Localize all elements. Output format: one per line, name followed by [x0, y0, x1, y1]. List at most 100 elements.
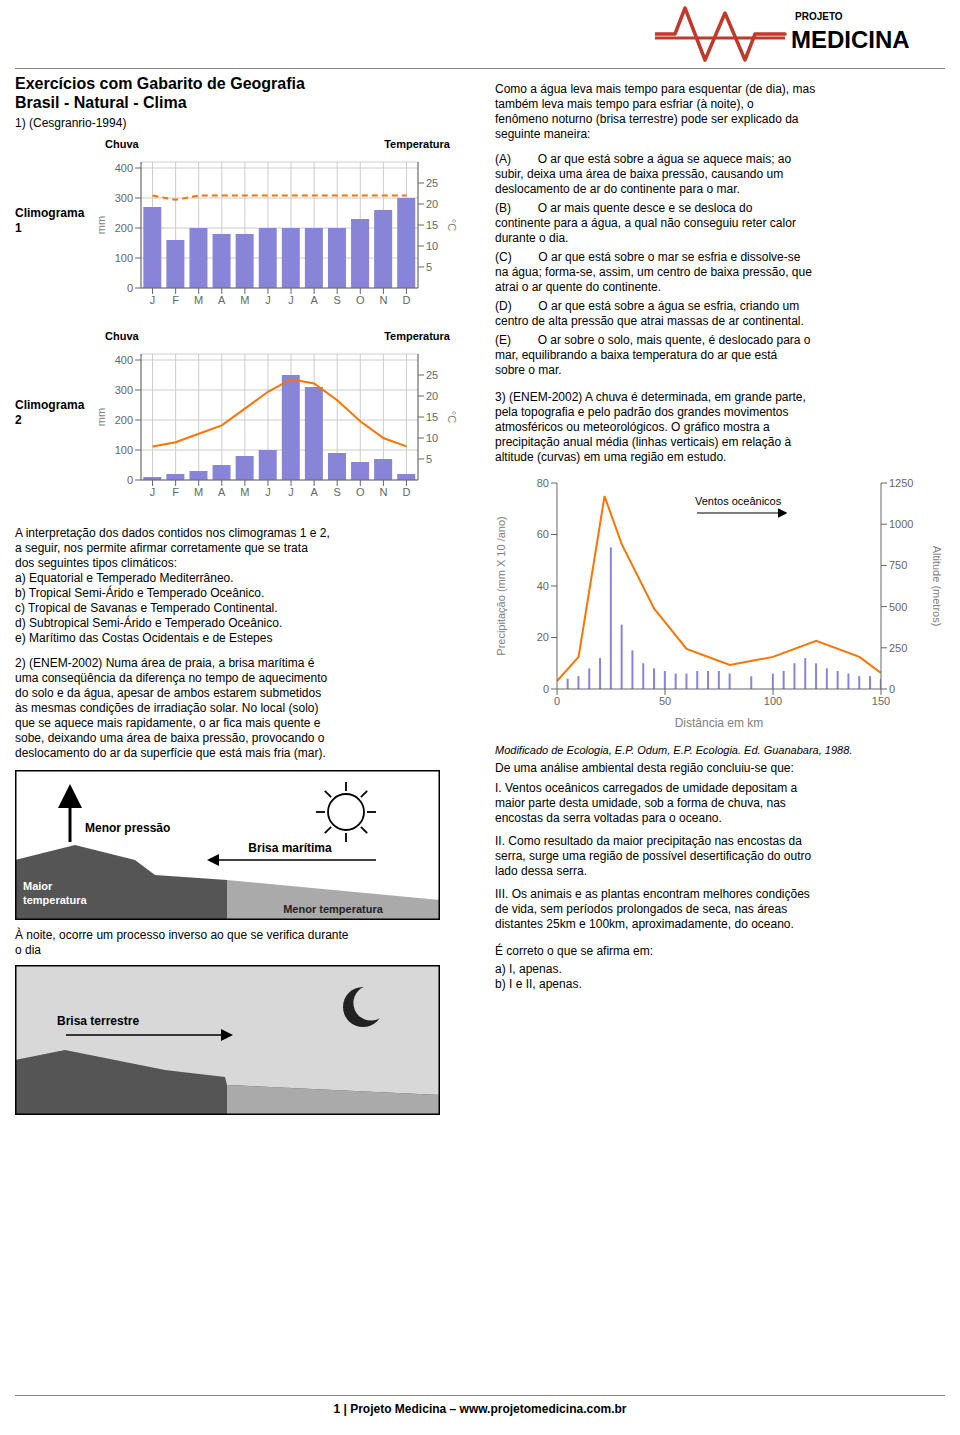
- svg-text:N: N: [379, 486, 387, 498]
- svg-text:100: 100: [115, 444, 133, 456]
- html-text:b) Tropical Semi-Árido e Tempe: b) Tropical Semi-Árido e Temperado Oceân…: [15, 586, 265, 600]
- html-text:o dia: o dia: [15, 943, 41, 957]
- svg-text:0: 0: [127, 282, 133, 294]
- svg-text:Precipitação (mm X 10 /ano): Precipitação (mm X 10 /ano): [495, 516, 507, 655]
- html-text:Brasil - Natural - Clima: Brasil - Natural - Clima: [15, 94, 187, 111]
- html-text:sobe, deixando uma área de bai: sobe, deixando uma área de baixa pressão…: [15, 731, 325, 745]
- html-text:(A) O ar que está sobre a água: (A) O ar que está sobre a água se aquece…: [495, 152, 792, 166]
- svg-text:15: 15: [426, 219, 438, 231]
- svg-text:20: 20: [537, 631, 549, 643]
- svg-text:J: J: [288, 486, 294, 498]
- html-text:deslocamento do ar da superfíc: deslocamento do ar da superfície que est…: [15, 746, 326, 760]
- html-text:Climograma: Climograma: [15, 206, 85, 220]
- svg-text:D: D: [402, 294, 410, 306]
- svg-text:M: M: [194, 486, 203, 498]
- svg-text:S: S: [334, 486, 341, 498]
- svg-text:Altitude (metros): Altitude (metros): [931, 546, 943, 627]
- svg-text:A: A: [310, 486, 318, 498]
- html-text:A interpretação dos dados cont: A interpretação dos dados contidos nos c…: [15, 526, 330, 540]
- html-text:fenômeno noturno (brisa terres: fenômeno noturno (brisa terrestre) pode …: [495, 112, 799, 126]
- svg-text:O: O: [356, 294, 365, 306]
- svg-text:60: 60: [537, 528, 549, 540]
- svg-text:A: A: [218, 486, 226, 498]
- svg-text:M: M: [240, 486, 249, 498]
- svg-text:D: D: [402, 486, 410, 498]
- svg-text:25: 25: [426, 369, 438, 381]
- svg-text:0: 0: [554, 695, 560, 707]
- svg-text:Brisa marítima: Brisa marítima: [248, 841, 332, 855]
- svg-text:500: 500: [889, 601, 907, 613]
- html-text:que se aquece mais rapidamente: que se aquece mais rapidamente, o ar fic…: [15, 716, 321, 730]
- html-text:À noite, ocorre um processo in: À noite, ocorre um processo inverso ao q…: [15, 928, 349, 942]
- svg-text:200: 200: [115, 414, 133, 426]
- html-text:também leva mais tempo para es: também leva mais tempo para esfriar (à n…: [495, 97, 754, 111]
- svg-text:300: 300: [115, 384, 133, 396]
- html-text:a) Equatorial e Temperado Medi: a) Equatorial e Temperado Mediterrâneo.: [15, 571, 234, 585]
- svg-text:M: M: [240, 294, 249, 306]
- svg-text:J: J: [288, 294, 294, 306]
- svg-text:Menor pressão: Menor pressão: [85, 821, 170, 835]
- svg-text:N: N: [379, 294, 387, 306]
- svg-text:PROJETO: PROJETO: [795, 11, 843, 22]
- html-text:Como a água leva mais tempo pa: Como a água leva mais tempo para esquent…: [495, 82, 816, 96]
- svg-text:O: O: [356, 486, 365, 498]
- svg-text:40: 40: [537, 580, 549, 592]
- svg-text:200: 200: [115, 222, 133, 234]
- svg-text:5: 5: [426, 453, 432, 465]
- svg-text:J: J: [265, 294, 271, 306]
- svg-text:5: 5: [426, 261, 432, 273]
- svg-text:1000: 1000: [889, 518, 913, 530]
- html-text:2) (ENEM-2002) Numa área de pr: 2) (ENEM-2002) Numa área de praia, a bri…: [15, 656, 315, 670]
- svg-text:0: 0: [127, 474, 133, 486]
- svg-text:mm: mm: [95, 408, 107, 426]
- html-text:às mesmas condições de irradia: às mesmas condições de irradiação solar.…: [15, 701, 319, 715]
- svg-text:20: 20: [426, 198, 438, 210]
- svg-text:20: 20: [426, 390, 438, 402]
- html-text:a seguir, nos permite afirmar: a seguir, nos permite afirmar corretamen…: [15, 541, 308, 555]
- svg-text:MEDICINA: MEDICINA: [791, 26, 910, 53]
- html-text:1) (Cesgranrio-1994): 1) (Cesgranrio-1994): [15, 116, 127, 130]
- svg-text:Menor temperatura: Menor temperatura: [283, 903, 384, 915]
- svg-text:100: 100: [764, 695, 782, 707]
- svg-text:°C: °C: [446, 411, 458, 423]
- svg-text:10: 10: [426, 432, 438, 444]
- svg-text:F: F: [172, 486, 179, 498]
- html-text:do solo e da água, apesar de a: do solo e da água, apesar de ambos estar…: [15, 686, 322, 700]
- html-text:e) Marítimo das Costas Ocident: e) Marítimo das Costas Ocidentais e de E…: [15, 631, 273, 645]
- html-text:dos seguintes tipos climáticos: dos seguintes tipos climáticos:: [15, 556, 178, 570]
- svg-text:25: 25: [426, 177, 438, 189]
- svg-text:M: M: [194, 294, 203, 306]
- html-text:c) Tropical de Savanas e Tempe: c) Tropical de Savanas e Temperado Conti…: [15, 601, 278, 615]
- svg-text:°C: °C: [446, 219, 458, 231]
- html-text:d) Subtropical Semi-Árido e Te: d) Subtropical Semi-Árido e Temperado Oc…: [15, 616, 283, 630]
- svg-text:F: F: [172, 294, 179, 306]
- svg-text:S: S: [334, 294, 341, 306]
- svg-text:0: 0: [543, 683, 549, 695]
- svg-text:50: 50: [659, 695, 671, 707]
- svg-text:0: 0: [889, 683, 895, 695]
- svg-text:mm: mm: [95, 216, 107, 234]
- svg-text:80: 80: [537, 477, 549, 489]
- svg-text:A: A: [218, 294, 226, 306]
- svg-text:15: 15: [426, 411, 438, 423]
- html-text:Exercícios com Gabarito de Geo: Exercícios com Gabarito de Geografia: [15, 75, 305, 92]
- svg-text:150: 150: [872, 695, 890, 707]
- html-text:Climograma: Climograma: [15, 398, 85, 412]
- svg-text:250: 250: [889, 642, 907, 654]
- html-text:seguinte maneira:: seguinte maneira:: [495, 127, 591, 141]
- svg-text:J: J: [265, 486, 271, 498]
- svg-text:400: 400: [115, 162, 133, 174]
- svg-text:300: 300: [115, 192, 133, 204]
- svg-text:400: 400: [115, 354, 133, 366]
- svg-text:Maiortemperatura: Maiortemperatura: [23, 880, 87, 906]
- svg-text:A: A: [310, 294, 318, 306]
- svg-text:J: J: [150, 486, 156, 498]
- svg-text:750: 750: [889, 559, 907, 571]
- svg-text:10: 10: [426, 240, 438, 252]
- svg-text:Distância em km: Distância em km: [675, 716, 764, 730]
- svg-text:Brisa terrestre: Brisa terrestre: [57, 1014, 139, 1028]
- svg-text:J: J: [150, 294, 156, 306]
- svg-text:1250: 1250: [889, 477, 913, 489]
- html-text:uma conseqüência da diferença: uma conseqüência da diferença no tempo d…: [15, 671, 328, 685]
- svg-text:100: 100: [115, 252, 133, 264]
